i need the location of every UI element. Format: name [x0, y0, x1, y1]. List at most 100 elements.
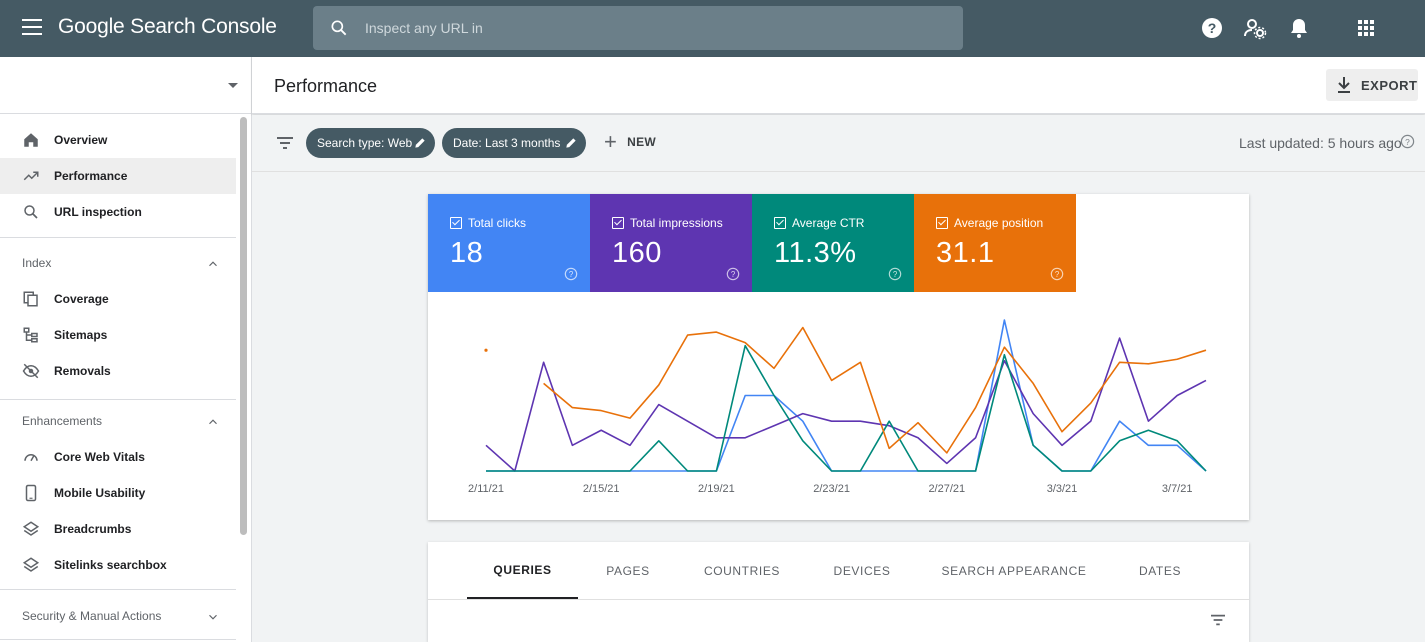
x-tick-label: 2/11/21 [468, 483, 504, 495]
help-icon[interactable]: ? [1400, 134, 1415, 149]
sidebar-item-core-web-vitals[interactable]: Core Web Vitals [0, 439, 236, 475]
checkbox-icon[interactable] [774, 217, 786, 229]
tab-devices[interactable]: DEVICES [833, 563, 891, 578]
search-type-chip[interactable]: Search type: Web [306, 128, 435, 158]
chevron-up-icon[interactable] [206, 415, 220, 429]
metric-value: 31.1 [936, 237, 995, 269]
sidebar-item-performance[interactable]: Performance [0, 158, 236, 194]
edit-icon [415, 138, 425, 148]
download-icon [1338, 77, 1350, 93]
manage-users-icon[interactable] [1243, 16, 1267, 40]
sidebar-item-label: Removals [54, 364, 111, 378]
coverage-icon [23, 291, 38, 307]
dimension-tabs-card: QUERIES PAGES COUNTRIES DEVICES SEARCH A… [428, 542, 1249, 642]
filter-icon[interactable] [276, 135, 294, 151]
chevron-down-icon[interactable] [206, 610, 220, 624]
sidebar-section-security[interactable]: Security & Manual Actions [0, 596, 236, 636]
svg-text:?: ? [1055, 270, 1060, 279]
apps-grid-icon[interactable] [1354, 16, 1378, 40]
tab-pages[interactable]: PAGES [606, 563, 650, 578]
help-icon[interactable]: ? [1200, 16, 1224, 40]
checkbox-icon[interactable] [450, 217, 462, 229]
metric-average-position[interactable]: Average position 31.1 ? [914, 194, 1076, 292]
sidebar-item-label: Sitemaps [54, 328, 108, 342]
svg-text:?: ? [731, 270, 736, 279]
sidebar-scrollbar[interactable] [240, 117, 247, 535]
metric-total-impressions[interactable]: Total impressions 160 ? [590, 194, 752, 292]
filter-icon[interactable] [1210, 613, 1226, 627]
series-point [484, 348, 488, 352]
sidebar-item-overview[interactable]: Overview [0, 122, 236, 158]
chip-label: Date: Last 3 months [453, 136, 561, 150]
svg-text:?: ? [893, 270, 898, 279]
sidebar-item-coverage[interactable]: Coverage [0, 281, 236, 317]
metric-label: Average position [954, 216, 1044, 230]
x-tick-label: 2/15/21 [583, 483, 620, 495]
x-tick-label: 3/7/21 [1162, 483, 1193, 495]
search-input[interactable] [365, 6, 945, 50]
page-header: Performance EXPORT [252, 57, 1425, 114]
sidebar-section-enhancements[interactable]: Enhancements [0, 401, 236, 441]
x-tick-label: 2/27/21 [928, 483, 965, 495]
new-label: NEW [627, 135, 657, 149]
sidebar-item-sitemaps[interactable]: Sitemaps [0, 317, 236, 353]
checkbox-icon[interactable] [612, 217, 624, 229]
x-tick-label: 2/19/21 [698, 483, 735, 495]
performance-line-chart: 2/11/21 2/15/21 2/19/21 2/23/21 2/27/21 3/3/2… [468, 319, 1207, 495]
metric-total-clicks[interactable]: Total clicks 18 ? [428, 194, 590, 292]
metric-label: Total impressions [630, 216, 723, 230]
performance-chart-card: Total clicks 18 ? Total impressions 160 … [428, 194, 1249, 520]
home-icon [24, 133, 38, 147]
layers-icon [22, 521, 40, 536]
sidebar-item-label: Coverage [54, 292, 109, 306]
tab-search-appearance[interactable]: SEARCH APPEARANCE [941, 563, 1087, 578]
series-line-total-impressions [485, 337, 1207, 472]
sidebar-section-index[interactable]: Index [0, 243, 236, 283]
metric-value: 18 [450, 237, 484, 269]
menu-icon[interactable] [22, 19, 42, 37]
tab-dates[interactable]: DATES [1138, 563, 1182, 578]
sidebar-divider [0, 237, 236, 238]
last-updated-text: Last updated: 5 hours ago [1239, 135, 1402, 151]
tab-queries[interactable]: QUERIES [467, 542, 578, 599]
metric-average-ctr[interactable]: Average CTR 11.3% ? [752, 194, 914, 292]
sidebar-item-mobile-usability[interactable]: Mobile Usability [0, 475, 236, 511]
series-line-average-position [543, 326, 1207, 454]
search-icon[interactable] [329, 18, 349, 38]
sidebar-divider [0, 639, 236, 640]
speedometer-icon [24, 454, 38, 462]
help-icon[interactable]: ? [564, 267, 578, 281]
checkbox-icon[interactable] [936, 217, 948, 229]
layers-icon [22, 557, 40, 572]
notifications-icon[interactable] [1287, 16, 1311, 40]
help-icon[interactable]: ? [1050, 267, 1064, 281]
tab-countries[interactable]: COUNTRIES [703, 563, 781, 578]
svg-text:?: ? [1405, 137, 1410, 147]
export-button[interactable]: EXPORT [1326, 69, 1418, 101]
sidebar-item-label: Overview [54, 133, 108, 147]
help-icon[interactable]: ? [726, 267, 740, 281]
date-chip[interactable]: Date: Last 3 months [442, 128, 586, 158]
sidebar-item-removals[interactable]: Removals [0, 353, 236, 389]
filter-bar: Search type: Web Date: Last 3 months + N… [252, 115, 1425, 172]
sidebar-divider [0, 589, 236, 590]
metric-value: 11.3% [774, 237, 857, 269]
sidebar-item-label: URL inspection [54, 205, 142, 219]
url-inspect-search[interactable] [313, 6, 963, 50]
section-title: Index [22, 256, 52, 270]
dropdown-caret-icon[interactable] [228, 83, 238, 88]
sidebar-item-breadcrumbs[interactable]: Breadcrumbs [0, 511, 236, 547]
app-title[interactable]: Google Search Console [58, 15, 277, 38]
new-filter-button[interactable]: + NEW [604, 131, 657, 153]
metric-value: 160 [612, 237, 662, 269]
metric-label: Average CTR [792, 216, 865, 230]
trending-up-icon [23, 171, 39, 181]
sidebar-item-sitelinks-searchbox[interactable]: Sitelinks searchbox [0, 547, 236, 583]
sidebar-divider [0, 399, 236, 400]
x-tick-label: 2/23/21 [813, 483, 850, 495]
property-selector[interactable] [0, 57, 251, 114]
sidebar-item-url-inspection[interactable]: URL inspection [0, 194, 236, 230]
help-icon[interactable]: ? [888, 267, 902, 281]
chevron-up-icon[interactable] [206, 257, 220, 271]
svg-text:?: ? [1208, 20, 1217, 36]
